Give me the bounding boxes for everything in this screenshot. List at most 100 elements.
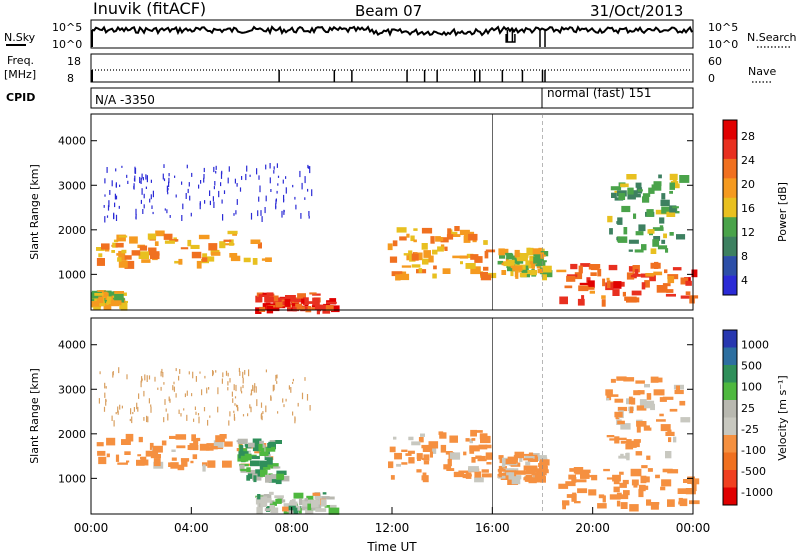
echo-cell [233, 413, 235, 421]
echo-cell [103, 303, 112, 311]
echo-cell [320, 499, 327, 507]
echo-cell [521, 269, 529, 272]
nsky-label: N.Sky [4, 31, 36, 44]
echo-cell [577, 488, 588, 494]
echo-cell [507, 456, 519, 460]
echo-cell [259, 306, 266, 312]
echo-cell [616, 376, 627, 381]
echo-cell [270, 474, 280, 480]
echo-cell [101, 243, 110, 250]
echo-cell [669, 232, 674, 236]
echo-cell [453, 471, 464, 478]
echo-cell [618, 494, 629, 500]
echo-cell [222, 460, 232, 468]
echo-cell [308, 215, 310, 219]
echo-cell [234, 178, 236, 184]
echo-cell [152, 211, 154, 215]
echo-cell [633, 193, 641, 198]
echo-cell [146, 375, 148, 382]
echo-cell [630, 397, 636, 405]
noise-panel: N.Sky 10^5 10^0 10^5 10^0 N.Search [4, 19, 797, 51]
echo-cell [505, 458, 517, 465]
echo-cell [214, 181, 216, 186]
echo-cell [387, 243, 393, 251]
echo-cell [665, 293, 676, 297]
echo-cell [497, 468, 506, 472]
echo-cell [115, 454, 120, 462]
echo-cell [449, 452, 461, 460]
echo-cell [657, 245, 668, 250]
echo-cell [138, 436, 143, 443]
echo-cell [163, 178, 166, 182]
echo-cell [470, 254, 479, 260]
echo-cell [447, 458, 452, 467]
echo-cell [631, 297, 640, 303]
echo-cell [626, 296, 637, 303]
echo-cell [137, 406, 139, 412]
echo-cell [636, 405, 647, 411]
echo-cell [134, 168, 137, 174]
echo-cell [259, 185, 261, 193]
echo-cell [302, 499, 314, 507]
echo-cell [485, 249, 496, 253]
echo-cell [576, 479, 587, 483]
colorbar-tick-label: 24 [741, 154, 755, 167]
echo-cell [172, 385, 174, 391]
echo-cell [659, 413, 664, 417]
echo-cell [542, 260, 547, 263]
echo-cell [190, 212, 192, 217]
echo-cell [507, 259, 515, 267]
echo-cell [169, 435, 180, 439]
echo-cell [227, 387, 229, 391]
power-ylabel: Slant Range [km] [28, 164, 41, 260]
y-tick-label: 4000 [58, 339, 86, 352]
echo-cell [117, 406, 119, 413]
echo-cell [139, 176, 141, 184]
echo-cell [103, 406, 106, 412]
echo-cell [479, 433, 488, 440]
echo-cell [473, 430, 483, 433]
y-tick-label: 1000 [58, 472, 86, 485]
colorbar-segment [723, 400, 737, 418]
echo-cell [96, 247, 105, 251]
freq-label: Freq. [7, 54, 34, 67]
echo-cell [667, 499, 675, 507]
echo-cell [196, 260, 202, 269]
echo-cell [691, 478, 700, 485]
echo-cell [498, 465, 507, 470]
frequency-panel: Freq. [MHz] 18 8 60 0 Nave [4, 53, 776, 85]
echo-cell [598, 494, 605, 499]
echo-cell [685, 291, 691, 296]
echo-cell [437, 237, 444, 241]
echo-cell [113, 239, 119, 242]
echo-cell [568, 474, 576, 480]
echo-cell [186, 164, 188, 169]
echo-cell [117, 257, 122, 262]
colorbar-segment [723, 139, 737, 160]
echo-cell [135, 208, 137, 216]
noise-tick-right-top: 10^5 [708, 21, 738, 34]
echo-cell [221, 378, 223, 384]
time-axis-label: Time UT [366, 540, 417, 554]
echo-cell [439, 432, 447, 439]
echo-cell [662, 396, 674, 400]
echo-cell [191, 434, 196, 442]
echo-cell [266, 457, 273, 465]
echo-cell [186, 390, 188, 396]
echo-cell [288, 385, 290, 390]
echo-cell [469, 438, 473, 444]
x-tick-label: 08:00 [274, 521, 309, 535]
echo-cell [241, 176, 243, 180]
echo-cell [265, 474, 272, 483]
echo-cell [104, 216, 106, 223]
echo-cell [635, 182, 642, 188]
echo-cell [157, 387, 159, 390]
echo-cell [166, 185, 168, 193]
echo-cell [326, 496, 335, 500]
echo-cell [679, 175, 690, 183]
echo-cell [633, 484, 638, 488]
echo-cell [227, 372, 229, 377]
echo-cell [508, 472, 515, 480]
echo-cell [265, 195, 267, 202]
echo-cell [146, 175, 148, 183]
